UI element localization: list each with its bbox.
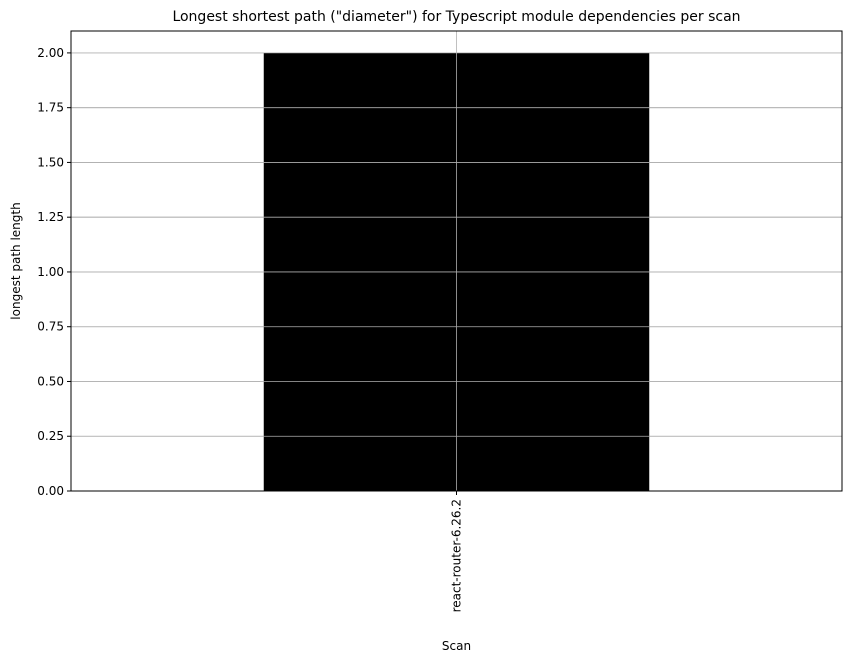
y-tick-label: 1.00 (37, 265, 64, 279)
y-tick-label: 1.25 (37, 210, 64, 224)
y-tick-label: 0.25 (37, 429, 64, 443)
y-axis-ticks: 0.00 0.25 0.50 0.75 1.00 1.25 1.50 1.75 2.00 (37, 46, 71, 498)
x-axis-ticks: react-router-6.26.2 (450, 491, 464, 612)
x-tick-label: react-router-6.26.2 (450, 499, 464, 612)
y-axis-title: longest path length (9, 202, 23, 319)
y-tick-label: 2.00 (37, 46, 64, 60)
y-tick-label: 0.50 (37, 374, 64, 388)
chart-title: Longest shortest path ("diameter") for T… (172, 9, 740, 25)
y-tick-label: 0.00 (37, 484, 64, 498)
y-tick-label: 0.75 (37, 320, 64, 334)
y-tick-label: 1.75 (37, 101, 64, 115)
x-axis-title: Scan (442, 639, 471, 653)
y-tick-label: 1.50 (37, 155, 64, 169)
